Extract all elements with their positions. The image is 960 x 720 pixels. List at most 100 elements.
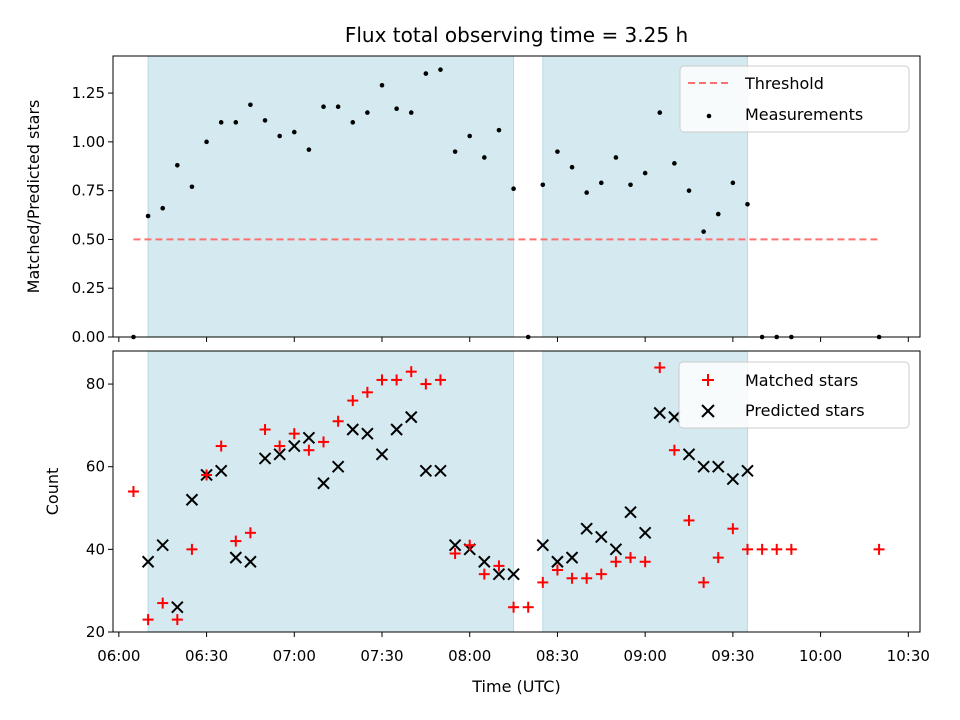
matched-star-point: [595, 568, 607, 580]
shaded-span: [147, 350, 515, 633]
matched-star-point: [668, 444, 680, 456]
y-tick-label: 0.25: [72, 279, 105, 297]
matched-star-point: [420, 378, 432, 390]
predicted-star-point: [273, 448, 286, 461]
matched-star-point: [522, 601, 534, 613]
measurement-point: [701, 229, 706, 234]
measurement-point: [613, 155, 619, 160]
bottom-y-axis-label: Count: [43, 468, 62, 516]
predicted-star-point: [171, 600, 184, 614]
predicted-star-point: [726, 472, 740, 486]
bottom-y-ticks: 20 40 60 80: [86, 375, 113, 641]
predicted-star-point: [653, 406, 666, 420]
predicted-star-point: [624, 505, 637, 519]
predicted-star-point: [551, 555, 564, 568]
bottom-axes-frame: [112, 350, 921, 633]
measurement-point: [394, 106, 399, 111]
measurement-point: [262, 118, 268, 123]
matched-legend-label: Matched stars: [745, 371, 858, 390]
measurement-point: [540, 182, 546, 188]
predicted-star-point: [229, 551, 243, 564]
matched-star-point: [683, 514, 695, 526]
measurement-point: [306, 147, 312, 152]
matched-star-point: [449, 547, 461, 559]
top-legend-box: [679, 65, 910, 133]
measurement-point: [452, 149, 458, 154]
x-tick-label: 08:00: [448, 647, 491, 665]
x-tick-label: 06:30: [185, 647, 228, 665]
predicted-star-point: [390, 423, 403, 436]
measurement-point: [496, 127, 502, 133]
matched-star-point: [244, 527, 256, 539]
matched-star-point: [186, 543, 198, 555]
matched-star-point: [274, 440, 286, 452]
measurement-point: [291, 129, 297, 135]
matched-star-point: [712, 552, 724, 564]
measurement-point: [584, 190, 589, 195]
predicted-star-point: [346, 423, 359, 436]
matched-star-point: [698, 576, 710, 588]
predicted-star-point: [434, 464, 447, 478]
threshold-legend-label: Threshold: [744, 74, 824, 93]
x-tick-label: 09:30: [711, 647, 754, 665]
predicted-star-point: [507, 567, 520, 581]
x-tick-label: 07:30: [360, 647, 403, 665]
measurement-point: [277, 133, 282, 139]
predicted-star-point: [609, 543, 623, 556]
measurement-point: [745, 202, 750, 207]
matched-star-point: [127, 486, 139, 497]
measurement-point: [218, 120, 224, 125]
measurement-point: [160, 205, 166, 211]
matched-star-point: [376, 374, 388, 386]
predicted-star-point: [405, 410, 418, 424]
x-tick-label: 07:00: [273, 647, 316, 665]
matched-star-point: [464, 539, 476, 551]
top-shaded-spans: [147, 55, 748, 338]
matched-star-point: [391, 374, 403, 386]
x-tick-label: 09:00: [624, 647, 667, 665]
measurement-point: [715, 211, 721, 217]
matched-star-point: [230, 535, 242, 547]
top-legend: Threshold Measurements: [679, 65, 910, 133]
matched-star-point: [771, 543, 783, 555]
predicted-star-point: [419, 464, 433, 478]
predicted-star-point: [668, 410, 681, 424]
predicted-star-point: [701, 404, 715, 418]
matched-star-point: [654, 362, 666, 374]
predicted-star-point: [331, 460, 345, 473]
top-y-ticks: 0.00 0.25 0.50 0.75 1.00 1.25: [72, 84, 113, 346]
measurement-point: [730, 180, 736, 186]
matched-star-point: [785, 543, 797, 555]
predicted-star-point: [375, 448, 389, 461]
matched-star-point: [347, 395, 359, 407]
predicted-star-point: [185, 493, 199, 506]
measurement-point: [642, 170, 648, 176]
matched-legend-marker: [702, 374, 714, 386]
predicted-star-point: [258, 452, 272, 465]
y-tick-label: 0.00: [72, 328, 105, 346]
predicted-star-point: [536, 539, 550, 552]
predicted-star-point: [448, 539, 462, 552]
top-y-axis-label: Matched/Predicted stars: [24, 100, 43, 294]
predicted-star-point: [565, 551, 579, 564]
top-x-ticks: [118, 337, 909, 342]
matched-star-point: [215, 440, 227, 452]
measurement-point: [657, 110, 663, 115]
measurement-point: [204, 139, 209, 145]
predicted-star-point: [638, 526, 652, 540]
chart-title: Flux total observing time = 3.25 h: [345, 23, 688, 47]
y-tick-label: 1.00: [72, 133, 105, 151]
matched-star-point: [508, 601, 520, 613]
measurement-point: [467, 133, 473, 139]
matched-star-point: [551, 564, 563, 576]
matched-star-point: [201, 469, 213, 481]
top-axes-frame: [112, 55, 921, 338]
predicted-star-point: [141, 555, 155, 568]
predicted-star-point: [156, 539, 169, 552]
measurement-point: [408, 110, 414, 115]
y-tick-label: 0.75: [72, 182, 105, 200]
measurement-point: [555, 149, 560, 154]
y-tick-label: 60: [86, 458, 105, 476]
matched-star-point: [288, 428, 300, 440]
